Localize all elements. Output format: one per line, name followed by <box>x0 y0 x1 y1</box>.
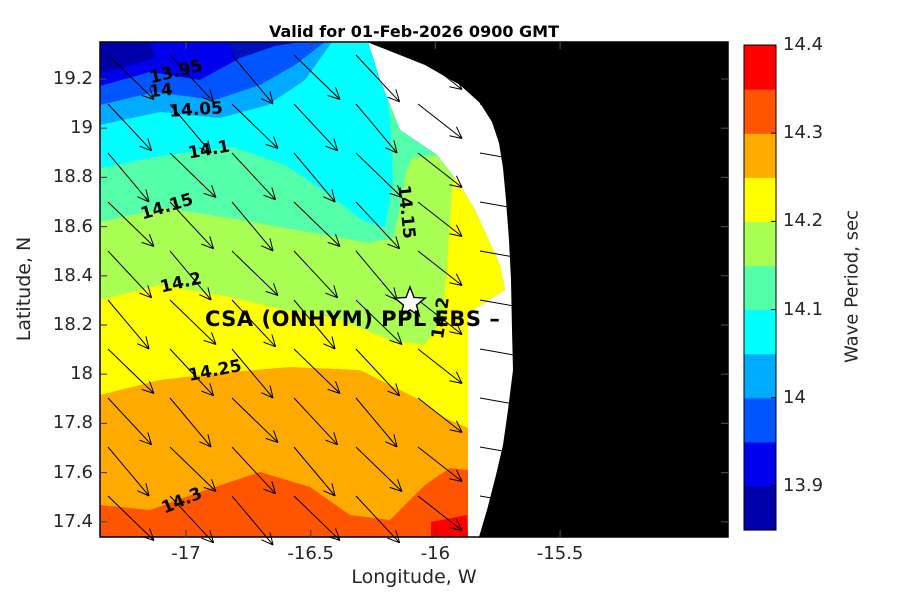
land-mass <box>367 42 728 537</box>
x-tick-label: -15.5 <box>536 543 584 564</box>
y-tick-label: 18.2 <box>52 314 93 335</box>
y-tick-label: 18 <box>70 363 93 385</box>
colorbar-tick-label: 14.1 <box>783 298 824 320</box>
y-tick-label: 19 <box>70 117 93 139</box>
y-tick-label: 18.4 <box>52 264 93 286</box>
x-tick-label: -17 <box>171 543 201 564</box>
y-tick-label: 18.8 <box>52 166 93 188</box>
y-tick-label: 17.4 <box>52 510 93 532</box>
station-annotation-text: CSA (ONHYM) PPL EBS – <box>205 307 501 331</box>
y-tick-label: 17.8 <box>52 412 93 434</box>
y-tick-label: 17.6 <box>52 461 93 483</box>
y-axis-label: Latitude, N <box>13 236 35 342</box>
x-axis-label: Longitude, W <box>351 566 477 588</box>
colorbar-tick-label: 14.2 <box>783 210 824 232</box>
x-tick-label: -16.5 <box>287 543 334 564</box>
plot-title: Valid for 01-Feb-2026 0900 GMT <box>268 22 559 41</box>
colorbar <box>743 44 777 531</box>
wave-direction-arrows <box>107 54 530 546</box>
colorbar-tick-label: 14 <box>783 386 806 408</box>
station-star-marker <box>392 285 428 318</box>
colorbar-tick-label: 14.4 <box>783 34 824 55</box>
contour-bands <box>100 42 505 537</box>
y-tick-label: 19.2 <box>52 68 93 89</box>
y-tick-label: 18.6 <box>52 215 93 237</box>
axes-frame <box>99 41 729 538</box>
colorbar-tick-label: 13.9 <box>783 474 824 496</box>
colorbar-tick-label: 14.3 <box>783 122 824 144</box>
contour-label: 14 <box>148 79 174 103</box>
x-tick-label: -16 <box>420 543 451 564</box>
contour-label: 14.05 <box>168 98 224 122</box>
colorbar-label: Wave Period, sec <box>841 209 863 364</box>
axis-ticks <box>100 42 728 537</box>
